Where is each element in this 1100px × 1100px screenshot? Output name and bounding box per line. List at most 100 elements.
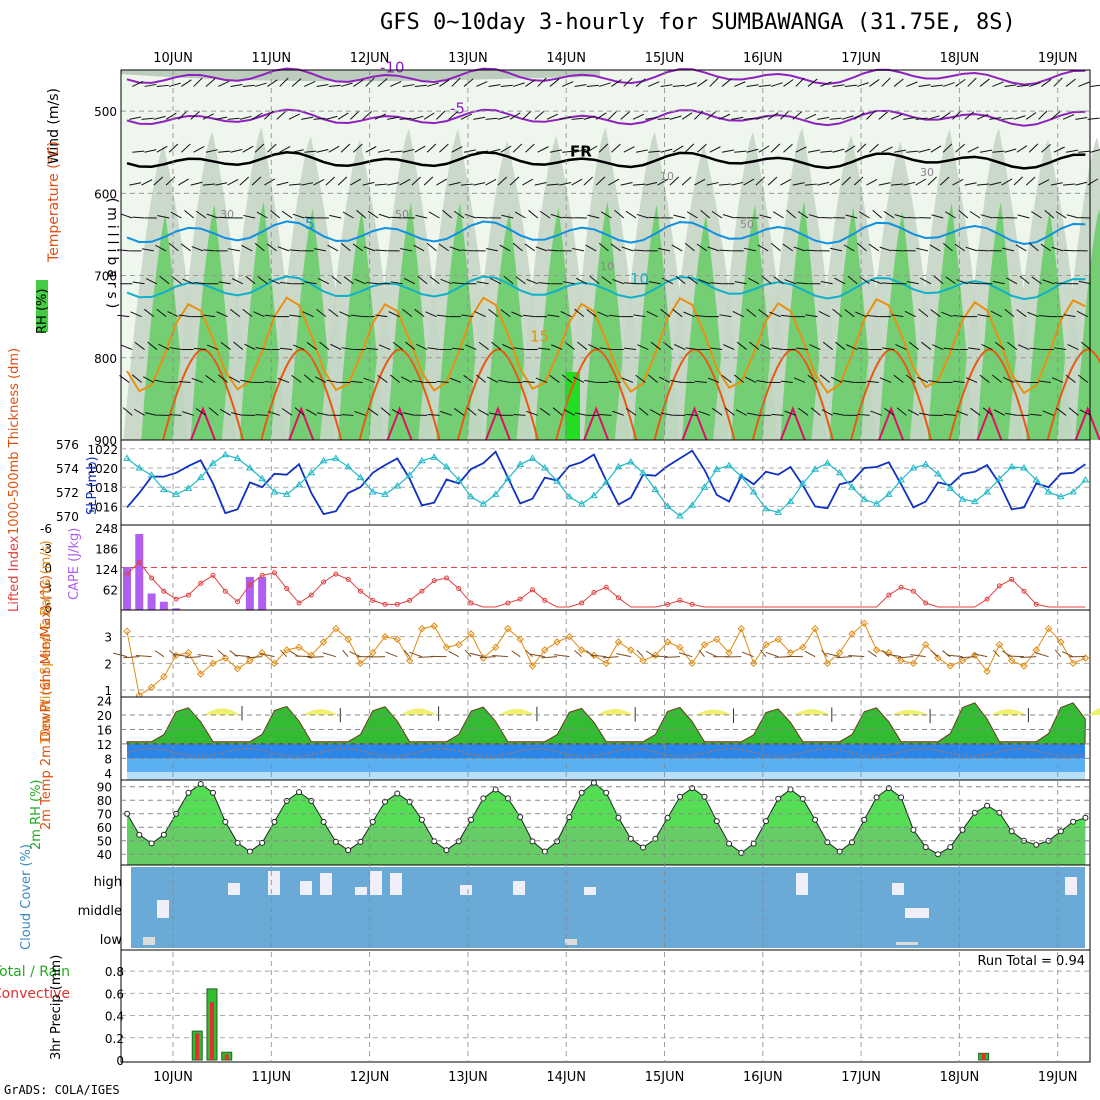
y-tick-label: 570 [56,510,79,524]
x-tick-label-bottom: 14JUN [546,1070,586,1085]
wind-barb [500,308,511,318]
wind-barb [621,246,634,252]
wind-barb [317,277,330,285]
wind-barb [317,412,329,416]
wind-barb [427,347,440,351]
temperature-peak [204,708,240,716]
wind-barb [469,652,484,658]
y-tick-label: 248 [95,522,118,536]
wind-barb [497,176,508,186]
wind-barb [539,210,551,219]
wind-barb [648,216,661,219]
rh-point [934,851,941,858]
wind-barb [586,308,597,318]
wind-barb [1066,214,1079,219]
wind-barb [190,110,200,120]
x-tick-label-top: 13JUN [448,51,488,66]
wind-barb [805,183,818,186]
lifted-index-point [222,588,228,594]
wind-barb [562,281,575,285]
wind-barb [608,314,621,318]
wind-barb [841,176,851,186]
wind-barb [928,380,941,383]
wind-barb [783,79,794,87]
y-tick-label: 16 [97,723,112,737]
wind-barb [191,246,204,252]
wind-barb [1042,410,1054,416]
wind-barb [1041,143,1051,153]
wind-barb [616,653,631,658]
rh-point [578,789,585,796]
wind-speed-point [823,659,832,668]
lifted-index-point [394,601,400,607]
wind-barb [1004,84,1017,87]
wind-barb [660,84,673,87]
cape-bar [245,576,254,610]
wind-barb [732,310,744,318]
thickness-point [418,456,426,464]
wind-barb [486,376,499,383]
wind-barb [403,649,410,657]
wind-barb [1013,176,1023,186]
wind-barb [942,143,953,153]
wind-barb [415,214,428,219]
wind-barb [624,347,637,351]
wind-speed-point [197,670,205,678]
wind-barb [881,649,890,658]
wind-barb [563,409,575,416]
isotherm-line-25 [583,405,610,441]
wind-barb [477,409,489,416]
wind-barb [572,247,584,252]
wind-barb [485,117,498,120]
wind-barb [528,209,539,219]
wind-barb [894,214,907,219]
cloud-bar-high [370,871,382,895]
thickness-point [970,497,979,505]
rh-point [210,789,217,796]
wind-barb [931,214,944,219]
wind-speed-point [405,656,414,665]
wind-barb [1029,82,1041,87]
wind-barb [845,214,858,219]
wind-barb [683,311,695,318]
wind-barb [746,148,759,153]
thickness-point [651,485,660,493]
wind-barb [436,380,449,383]
wind-barb [537,146,549,153]
wind-barb [191,377,204,383]
wind-barb [217,374,228,383]
wind-barb [780,380,793,383]
rh-point [1057,828,1064,835]
wind-barb [143,376,155,383]
wind-speed-point [577,646,586,654]
wind-barb [268,411,280,416]
wind-barb [719,314,732,318]
wind-barb [337,176,348,186]
wind-barb [661,412,673,416]
wind-barb [492,655,508,658]
wind-barb [460,113,473,120]
wind-barb [809,344,821,351]
wind-barb [635,149,648,153]
rh-point [627,835,634,842]
wind-barb [807,149,820,153]
wind-barb [1014,380,1027,383]
wind-barb [916,376,929,383]
wind-barb [786,209,797,219]
wind-barb [771,82,783,87]
rh-point [922,844,929,851]
wind-barb [941,311,953,318]
wind-barb [529,653,545,658]
wind-barb [930,145,942,153]
wind-speed-point [946,662,954,670]
cape-bar [258,576,267,610]
rh-point [812,816,819,823]
wind-barb [436,314,449,318]
wind-barb [1008,655,1025,658]
wind-barb [169,649,177,658]
thickness-point [577,500,586,507]
wind-barb [325,176,336,186]
wind-barb [903,116,916,120]
wind-barb [168,242,179,252]
x-tick-label-bottom: 11JUN [251,1070,291,1085]
